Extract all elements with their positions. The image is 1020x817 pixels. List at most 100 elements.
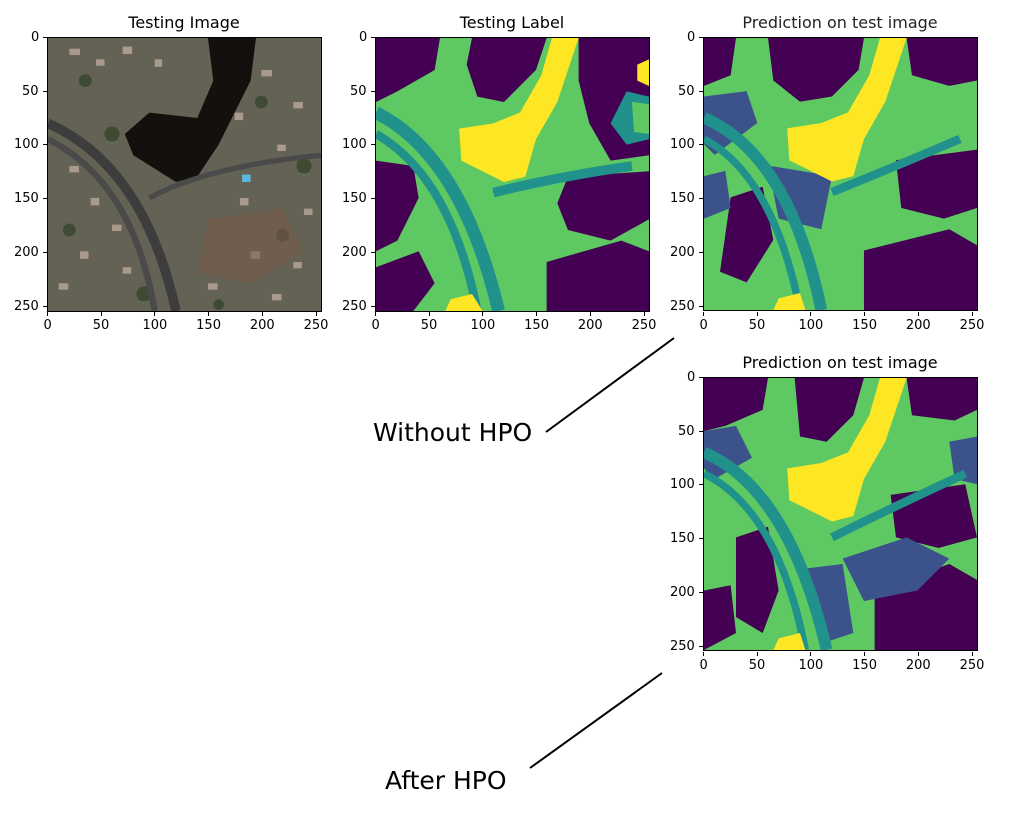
testing-label-y-tick-mark: [371, 90, 375, 92]
testing-label-y-tick-label: 0: [359, 30, 368, 46]
prediction-without-hpo-y-tick-mark: [699, 144, 703, 146]
testing-image-y-tick-label: 250: [14, 298, 39, 314]
prediction-without-hpo-x-tick-label: 200: [905, 318, 931, 333]
prediction-after-hpo-x-tick-mark: [703, 652, 705, 656]
prediction-without-hpo-x-tick-label: 100: [798, 318, 824, 333]
prediction-after-hpo-y-tick-label: 50: [678, 423, 695, 439]
testing-image-title: Testing Image: [128, 13, 240, 32]
testing-label-x-tick-label: 200: [577, 318, 603, 333]
testing-label-title: Testing Label: [459, 13, 565, 32]
prediction-without-hpo-x-tick-label: 250: [959, 318, 985, 333]
prediction-without-hpo-y-tick-label: 0: [687, 30, 696, 46]
prediction-without-hpo-y-tick-label: 200: [670, 244, 695, 260]
testing-image-x-tick-mark: [315, 312, 317, 316]
testing-image-y-tick-mark: [43, 90, 47, 92]
testing-label-y-tick-label: 250: [342, 298, 367, 314]
testing-image-y-tick-mark: [43, 305, 47, 307]
prediction-after-hpo-y-tick-mark: [699, 430, 703, 432]
testing-label-y-tick-mark: [371, 37, 375, 39]
testing-image-y-tick-mark: [43, 251, 47, 253]
prediction-without-hpo-x-tick-mark: [703, 312, 705, 316]
prediction-after-hpo-x-tick-label: 200: [905, 658, 931, 673]
prediction-after-hpo-y-tick-mark: [699, 538, 703, 540]
prediction-without-hpo-x-tick-mark: [971, 312, 973, 316]
testing-label-y-tick-mark: [371, 305, 375, 307]
prediction-without-hpo-y-tick-mark: [699, 37, 703, 39]
prediction-without-hpo-x-tick-label: 50: [748, 318, 766, 333]
prediction-after-hpo-y-tick-label: 100: [670, 477, 695, 493]
prediction-without-hpo-y-tick-label: 150: [670, 191, 695, 207]
prediction-without-hpo-x-tick-label: 0: [699, 318, 708, 333]
prediction-after-hpo-y-tick-mark: [699, 645, 703, 647]
prediction-after-hpo-x-tick-mark: [864, 652, 866, 656]
testing-label-y-tick-mark: [371, 198, 375, 200]
testing-label-x-tick-mark: [536, 312, 538, 316]
without-hpo-leader-line: [545, 337, 675, 433]
testing-image-y-tick-label: 200: [14, 244, 39, 260]
prediction-after-hpo-x-tick-label: 150: [852, 658, 877, 673]
testing-label-x-tick-mark: [482, 312, 484, 316]
prediction-after-hpo-x-tick-label: 100: [798, 658, 824, 673]
testing-label-x-tick-label: 100: [470, 318, 496, 333]
testing-image-x-tick-mark: [47, 312, 49, 316]
testing-label-x-tick-label: 50: [420, 318, 438, 333]
prediction-without-hpo-y-tick-label: 50: [678, 83, 695, 99]
testing-label-y-tick-label: 50: [350, 83, 367, 99]
testing-image-y-tick-mark: [43, 37, 47, 39]
prediction-without-hpo-y-tick-label: 250: [670, 298, 695, 314]
prediction-without-hpo-mask: [703, 37, 978, 311]
prediction-without-hpo-title: Prediction on test image: [742, 13, 938, 32]
testing-label-y-tick-mark: [371, 251, 375, 253]
testing-label-x-tick-mark: [643, 312, 645, 316]
prediction-without-hpo-x-tick-mark: [756, 312, 758, 316]
testing-image-x-tick-mark: [100, 312, 102, 316]
testing-label-x-tick-label: 250: [631, 318, 657, 333]
prediction-without-hpo-y-tick-mark: [699, 198, 703, 200]
prediction-after-hpo-x-tick-label: 50: [748, 658, 766, 673]
prediction-after-hpo-x-tick-mark: [971, 652, 973, 656]
prediction-after-hpo-y-tick-mark: [699, 484, 703, 486]
testing-image-x-tick-label: 100: [142, 318, 168, 333]
testing-image-x-tick-mark: [154, 312, 156, 316]
testing-label-x-tick-label: 150: [524, 318, 549, 333]
testing-image-y-tick-mark: [43, 144, 47, 146]
testing-image-x-tick-mark: [208, 312, 210, 316]
prediction-after-hpo-y-tick-label: 250: [670, 638, 695, 654]
prediction-without-hpo-y-tick-mark: [699, 251, 703, 253]
prediction-after-hpo-y-tick-label: 150: [670, 531, 695, 547]
after-hpo-annotation: After HPO: [385, 766, 507, 795]
testing-image-y-tick-label: 100: [14, 137, 39, 153]
prediction-without-hpo-x-tick-mark: [864, 312, 866, 316]
prediction-without-hpo-y-tick-mark: [699, 90, 703, 92]
testing-image-y-tick-label: 50: [22, 83, 39, 99]
testing-image-y-tick-label: 0: [31, 30, 40, 46]
testing-image-x-tick-mark: [261, 312, 263, 316]
prediction-after-hpo-x-tick-mark: [917, 652, 919, 656]
testing-label-y-tick-mark: [371, 144, 375, 146]
testing-image-x-tick-label: 50: [92, 318, 110, 333]
testing-image-x-tick-label: 0: [43, 318, 52, 333]
testing-image-x-tick-label: 150: [196, 318, 221, 333]
prediction-after-hpo-y-tick-label: 0: [687, 370, 696, 386]
testing-image-y-tick-mark: [43, 198, 47, 200]
testing-image-x-tick-label: 250: [303, 318, 329, 333]
testing-image-aerial: [47, 37, 322, 312]
testing-label-y-tick-label: 100: [342, 137, 367, 153]
prediction-after-hpo-x-tick-label: 0: [699, 658, 708, 673]
prediction-after-hpo-mask: [703, 377, 978, 651]
prediction-after-hpo-y-tick-label: 200: [670, 584, 695, 600]
testing-label-y-tick-label: 150: [342, 191, 367, 207]
prediction-without-hpo-x-tick-label: 150: [852, 318, 877, 333]
prediction-without-hpo-y-tick-label: 100: [670, 137, 695, 153]
prediction-without-hpo-y-tick-mark: [699, 305, 703, 307]
prediction-after-hpo-x-tick-mark: [756, 652, 758, 656]
without-hpo-annotation: Without HPO: [373, 418, 533, 447]
prediction-after-hpo-x-tick-mark: [810, 652, 812, 656]
testing-label-x-tick-mark: [589, 312, 591, 316]
prediction-without-hpo-x-tick-mark: [810, 312, 812, 316]
testing-image-y-tick-label: 150: [14, 191, 39, 207]
prediction-without-hpo-x-tick-mark: [917, 312, 919, 316]
testing-label-mask: [375, 37, 650, 312]
testing-label-y-tick-label: 200: [342, 244, 367, 260]
testing-label-x-tick-label: 0: [371, 318, 380, 333]
